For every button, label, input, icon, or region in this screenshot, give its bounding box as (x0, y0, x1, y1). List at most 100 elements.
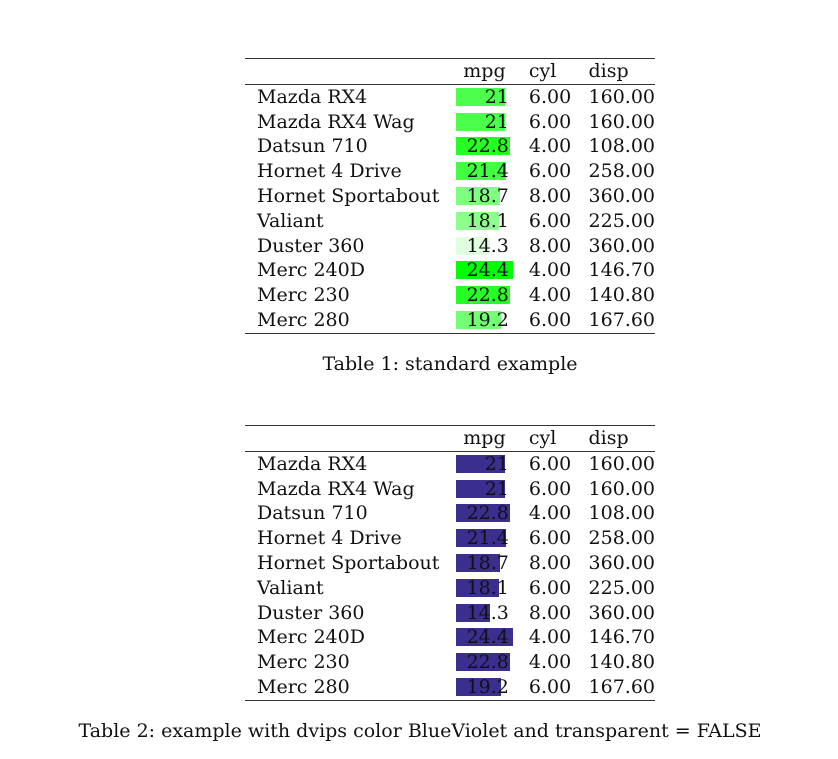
mpg-value: 22.8 (466, 284, 509, 307)
cyl-cell: 6.00 (528, 477, 572, 500)
disp-cell: 360.00 (588, 601, 655, 624)
car-name-cell: Mazda RX4 Wag (257, 110, 415, 133)
car-name-cell: Mazda RX4 (257, 452, 368, 475)
disp-cell: 167.60 (588, 308, 655, 331)
mpg-bar-cell: 21.4 (453, 526, 521, 551)
mpg-bar-cell: 18.7 (453, 184, 521, 209)
table-row: Hornet Sportabout 18.7 8.00 360.00 (245, 551, 655, 576)
table-row: Hornet Sportabout 18.7 8.00 360.00 (245, 184, 655, 209)
cyl-cell: 6.00 (528, 85, 572, 108)
table-row: Merc 230 22.8 4.00 140.80 (245, 283, 655, 308)
car-name-cell: Merc 240D (257, 259, 365, 282)
table-row: Hornet 4 Drive 21.4 6.00 258.00 (245, 159, 655, 184)
mpg-value: 21 (484, 452, 509, 475)
mpg-bar (456, 137, 510, 156)
mtcars-table-blueviolet: mpg cyl disp Mazda RX4 21 6.00 160.00 Ma… (245, 425, 655, 701)
header-rowname (245, 426, 453, 452)
table-2: mpg cyl disp Mazda RX4 21 6.00 160.00 Ma… (245, 425, 655, 701)
disp-cell: 108.00 (588, 135, 655, 158)
header-rowname (245, 59, 453, 85)
mpg-bar-cell: 18.1 (453, 576, 521, 601)
disp-cell: 258.00 (588, 160, 655, 183)
table-row: Mazda RX4 21 6.00 160.00 (245, 84, 655, 109)
mpg-bar-cell: 19.2 (453, 675, 521, 700)
cyl-cell: 8.00 (528, 184, 572, 207)
header-row: mpg cyl disp (245, 425, 655, 452)
car-name-cell: Merc 280 (257, 308, 350, 331)
car-name-cell: Merc 280 (257, 675, 350, 698)
mpg-bar-cell: 18.1 (453, 209, 521, 234)
header-row: mpg cyl disp (245, 58, 655, 85)
disp-cell: 360.00 (588, 551, 655, 574)
mpg-bar-cell: 18.7 (453, 551, 521, 576)
mpg-value: 24.4 (466, 626, 509, 649)
disp-cell: 160.00 (588, 85, 655, 108)
car-name-cell: Hornet Sportabout (257, 184, 440, 207)
mpg-bar-cell: 14.3 (453, 234, 521, 259)
car-name-cell: Merc 240D (257, 626, 365, 649)
mpg-bar-cell: 21 (453, 477, 521, 502)
mpg-bar (456, 677, 502, 696)
cyl-cell: 6.00 (528, 527, 572, 550)
table-caption-2: Table 2: example with dvips color BlueVi… (78, 720, 762, 742)
mpg-value: 14.3 (466, 601, 509, 624)
car-name-cell: Hornet 4 Drive (257, 527, 402, 550)
cyl-cell: 6.00 (528, 452, 572, 475)
header-disp: disp (588, 60, 629, 82)
cyl-cell: 4.00 (528, 284, 572, 307)
header-cyl: cyl (528, 427, 557, 449)
car-name-cell: Valiant (257, 209, 324, 232)
mpg-bar-cell: 19.2 (453, 308, 521, 333)
table-caption-1: Table 1: standard example (322, 353, 578, 375)
cyl-cell: 4.00 (528, 135, 572, 158)
cyl-cell: 6.00 (528, 675, 572, 698)
mpg-bar (456, 578, 499, 597)
mpg-bar-cell: 22.8 (453, 501, 521, 526)
cyl-cell: 4.00 (528, 651, 572, 674)
header-cyl: cyl (528, 60, 557, 82)
car-name-cell: Hornet 4 Drive (257, 160, 402, 183)
mpg-bar (456, 529, 507, 548)
mpg-bar-cell: 21 (453, 110, 521, 135)
mpg-value: 22.8 (466, 502, 509, 525)
mpg-value: 21 (484, 477, 509, 500)
mpg-value: 18.1 (466, 209, 509, 232)
table-row: Mazda RX4 Wag 21 6.00 160.00 (245, 477, 655, 502)
mpg-bar (456, 286, 510, 305)
mpg-bar (456, 553, 500, 572)
cyl-cell: 6.00 (528, 209, 572, 232)
mpg-value: 14.3 (466, 234, 509, 257)
disp-cell: 160.00 (588, 452, 655, 475)
car-name-cell: Mazda RX4 (257, 85, 368, 108)
table-row: Datsun 710 22.8 4.00 108.00 (245, 134, 655, 159)
mpg-bar (456, 211, 499, 230)
cyl-cell: 4.00 (528, 626, 572, 649)
table-row: Duster 360 14.3 8.00 360.00 (245, 601, 655, 626)
mpg-bar-cell: 14.3 (453, 601, 521, 626)
table-row: Datsun 710 22.8 4.00 108.00 (245, 501, 655, 526)
car-name-cell: Merc 230 (257, 651, 350, 674)
mpg-value: 22.8 (466, 135, 509, 158)
disp-cell: 140.80 (588, 651, 655, 674)
disp-cell: 360.00 (588, 234, 655, 257)
cyl-cell: 6.00 (528, 160, 572, 183)
car-name-cell: Datsun 710 (257, 502, 368, 525)
mpg-bar (456, 653, 510, 672)
mpg-value: 21.4 (466, 160, 509, 183)
disp-cell: 140.80 (588, 284, 655, 307)
cyl-cell: 8.00 (528, 551, 572, 574)
table-row: Merc 240D 24.4 4.00 146.70 (245, 625, 655, 650)
cyl-cell: 8.00 (528, 234, 572, 257)
mtcars-table-standard: mpg cyl disp Mazda RX4 21 6.00 160.00 Ma… (245, 58, 655, 334)
car-name-cell: Duster 360 (257, 234, 365, 257)
car-name-cell: Merc 230 (257, 284, 350, 307)
mpg-value: 18.1 (466, 576, 509, 599)
mpg-value: 21.4 (466, 527, 509, 550)
mpg-bar (456, 87, 506, 106)
mpg-value: 21 (484, 110, 509, 133)
mpg-value: 18.7 (466, 551, 509, 574)
cyl-cell: 4.00 (528, 502, 572, 525)
mpg-bar-cell: 22.8 (453, 134, 521, 159)
mpg-bar (456, 479, 506, 498)
disp-cell: 360.00 (588, 184, 655, 207)
